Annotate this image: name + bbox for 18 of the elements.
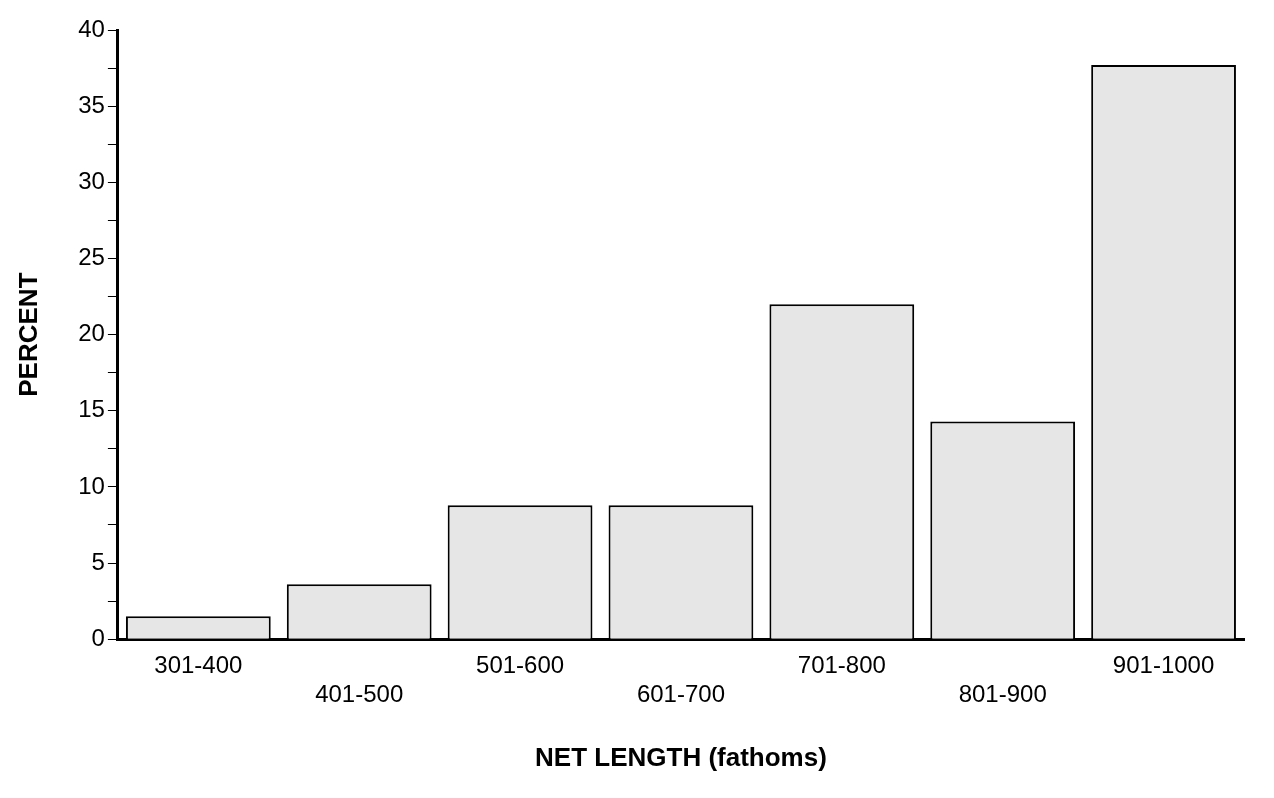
x-tick-label: 501-600 — [476, 651, 565, 679]
y-tick-label: 5 — [91, 547, 105, 575]
x-tick-label: 601-700 — [636, 680, 725, 708]
x-tick-label: 801-900 — [958, 680, 1047, 708]
x-tick-label: 701-800 — [797, 651, 886, 679]
x-tick-label: 901-1000 — [1112, 651, 1215, 679]
y-tick-label: 15 — [78, 395, 105, 423]
y-axis-title: PERCENT — [12, 272, 43, 397]
y-tick-label: 30 — [78, 166, 105, 194]
x-tick-label: 401-500 — [315, 680, 404, 708]
x-axis-title: NET LENGTH (fathoms) — [535, 741, 827, 772]
y-tick-label: 20 — [78, 319, 105, 347]
y-tick-label: 25 — [78, 243, 105, 271]
x-tick-label: 301-400 — [154, 651, 243, 679]
y-tick-label: 35 — [78, 90, 105, 118]
y-tick-label: 10 — [78, 471, 105, 499]
y-tick-label: 40 — [78, 14, 105, 42]
y-tick-label: 0 — [91, 623, 105, 651]
